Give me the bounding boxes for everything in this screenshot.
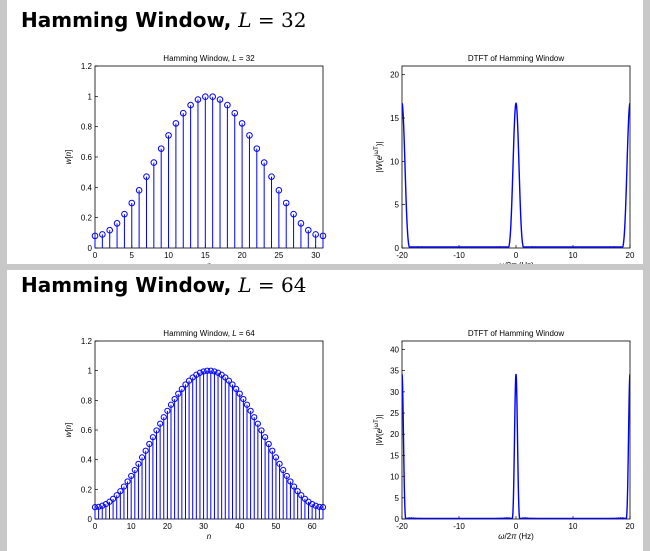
x-tick-label: 15: [201, 251, 210, 260]
y-tick-label: 10: [390, 473, 399, 482]
x-tick-label: 60: [308, 522, 317, 531]
chart-title: Hamming Window, L = 32: [163, 54, 255, 63]
chart-panel-L32: 0 5 10 15 20 25 3000.20.40.60.811.2Hamming Win…: [7, 0, 643, 264]
x-tick-label: 0: [93, 251, 98, 260]
y-tick-label: 0.6: [81, 426, 93, 435]
x-tick-label: 10: [569, 251, 578, 260]
x-tick-label: 20: [238, 251, 247, 260]
x-tick-label: 0: [93, 522, 98, 531]
y-tick-label: 0: [395, 244, 400, 253]
y-tick-label: 15: [390, 114, 399, 123]
y-tick-label: 40: [390, 345, 399, 354]
y-tick-label: 0.2: [81, 214, 93, 223]
y-tick-label: 1.2: [81, 337, 93, 346]
x-tick-label: 10: [164, 251, 173, 260]
y-tick-label: 0.4: [81, 456, 93, 465]
chart-title: Hamming Window, L = 64: [163, 329, 255, 338]
y-tick-label: 5: [395, 201, 400, 210]
y-axis-label: |W(ejωT)|: [374, 141, 384, 172]
y-tick-label: 0: [88, 244, 93, 253]
x-tick-label: 50: [271, 522, 280, 531]
y-tick-label: 35: [390, 367, 399, 376]
dtft-chart: -20 -10 0 10 20 0 5 10 15 20 DTFT of Hamming Windo…: [374, 54, 635, 264]
y-tick-label: 15: [390, 451, 399, 460]
x-axis-label: ω/2π (Hz): [498, 261, 534, 264]
x-tick-label: 25: [274, 251, 283, 260]
chart-title: DTFT of Hamming Window: [468, 329, 565, 338]
y-tick-label: 30: [390, 388, 399, 397]
x-tick-label: 20: [626, 522, 635, 531]
x-tick-label: 20: [626, 251, 635, 260]
x-axis-label: n: [207, 261, 212, 264]
x-tick-label: -10: [453, 251, 465, 260]
x-tick-label: 30: [199, 522, 208, 531]
y-tick-label: 1: [88, 92, 93, 101]
x-tick-label: 20: [163, 522, 172, 531]
y-tick-label: 0: [395, 515, 400, 524]
x-axis-label: n: [207, 532, 212, 541]
plot-area: [95, 66, 323, 248]
y-tick-label: 0: [88, 515, 93, 524]
y-tick-label: 10: [390, 157, 399, 166]
y-tick-label: 1.2: [81, 62, 93, 71]
stem-chart: 0 5 10 15 20 25 30 0 0.2 0.4 0.6 0.8 1 1.2 Hamming Win…: [64, 54, 326, 264]
y-axis-label: |W(ejωT)|: [374, 414, 384, 445]
plot-area: [95, 341, 323, 519]
x-tick-label: 40: [235, 522, 244, 531]
y-tick-label: 1: [88, 367, 93, 376]
slide-bottom: Hamming Window, L = 64 0 10 20 30 40 50 60 0 0.2…: [7, 270, 643, 551]
x-tick-label: 0: [514, 251, 519, 260]
chart-title: DTFT of Hamming Window: [468, 54, 565, 63]
y-tick-label: 20: [390, 71, 399, 80]
x-tick-label: 5: [130, 251, 135, 260]
x-axis-label: ω/2π (Hz): [498, 532, 534, 541]
stem-chart: 0 10 20 30 40 50 60 0 0.2 0.4 0.6 0.8 1 1.2 Hamming Wi…: [64, 329, 326, 541]
y-tick-label: 0.6: [81, 153, 93, 162]
x-tick-label: 30: [311, 251, 320, 260]
plot-area: [402, 66, 630, 248]
x-tick-label: -10: [453, 522, 465, 531]
y-axis-label: w[n]: [64, 150, 73, 165]
x-tick-label: 10: [127, 522, 136, 531]
x-tick-label: 0: [514, 522, 519, 531]
x-tick-label: 10: [569, 522, 578, 531]
y-axis-label: w[n]: [64, 423, 73, 438]
plot-area: [402, 341, 630, 519]
y-tick-label: 5: [395, 494, 400, 503]
y-tick-label: 20: [390, 430, 399, 439]
y-tick-label: 0.8: [81, 396, 93, 405]
slide-top: Hamming Window, L = 32 0 5 10 15 20 25 30 0 0.2 0…: [7, 0, 643, 264]
y-tick-label: 0.4: [81, 183, 93, 192]
y-tick-label: 0.8: [81, 123, 93, 132]
y-tick-label: 25: [390, 409, 399, 418]
dtft-chart: -20 -10 0 10 200510152025303540DTFT of Hammi…: [374, 329, 635, 541]
y-tick-label: 0.2: [81, 485, 93, 494]
